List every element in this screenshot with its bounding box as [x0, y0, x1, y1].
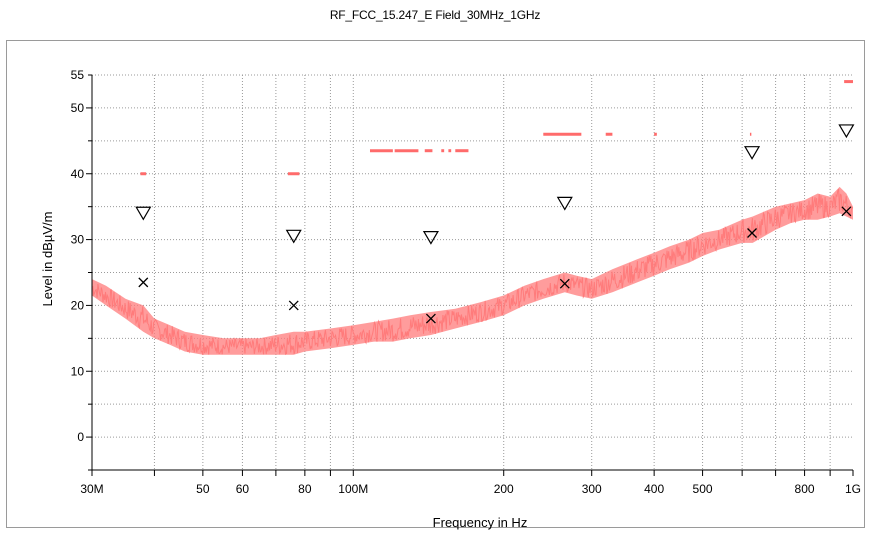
- peak-marker-triangle: [285, 229, 302, 244]
- y-tick-label: 40: [71, 167, 85, 181]
- x-tick-label: 300: [582, 482, 602, 496]
- y-axis-label: Level in dBµV/m: [40, 212, 55, 307]
- measurement-trace: [91, 186, 854, 356]
- x-tick-label: 400: [644, 482, 664, 496]
- x-tick-label: 30M: [80, 482, 103, 496]
- peak-marker-triangle: [422, 231, 439, 245]
- qp-marker-x: [138, 277, 149, 288]
- qp-marker-x: [559, 278, 570, 289]
- y-tick-label: 30: [71, 233, 85, 247]
- trace-band: [92, 186, 853, 355]
- x-tick-label: 60: [236, 482, 250, 496]
- x-tick-label: 50: [196, 482, 210, 496]
- x-tick-label: 200: [494, 482, 514, 496]
- chart-title: RF_FCC_15.247_E Field_30MHz_1GHz: [329, 8, 541, 22]
- qp-marker-x: [288, 300, 299, 311]
- y-tick-label: 20: [71, 298, 85, 312]
- y-tick-label: 0: [77, 430, 84, 444]
- limit-lines: [140, 80, 853, 176]
- peak-marker-triangle: [556, 196, 573, 211]
- x-axis-label: Frequency in Hz: [433, 515, 528, 530]
- qp-marker-x: [841, 206, 852, 217]
- qp-marker-x: [425, 313, 436, 324]
- x-tick-label: 500: [693, 482, 713, 496]
- peak-marker-triangle: [135, 206, 152, 221]
- y-tick-label: 10: [71, 364, 85, 378]
- peak-marker-triangle: [838, 124, 855, 139]
- grid: [92, 74, 853, 470]
- peak-marker-triangle: [743, 146, 761, 160]
- y-tick-label: 50: [71, 101, 85, 115]
- x-tick-label: 800: [795, 482, 815, 496]
- axes: 0 10 20 30 40 50 55 30M 50 60 80 100M 200 300 400 500 80…: [71, 68, 861, 496]
- trace-noise: [91, 188, 854, 356]
- qp-marker-x: [747, 228, 757, 238]
- y-tick-label: 55: [71, 68, 85, 82]
- markers: [135, 124, 855, 324]
- x-tick-label: 1G: [845, 482, 861, 496]
- x-tick-label: 100M: [338, 482, 368, 496]
- x-tick-label: 80: [298, 482, 312, 496]
- chart-frame: [6, 40, 865, 528]
